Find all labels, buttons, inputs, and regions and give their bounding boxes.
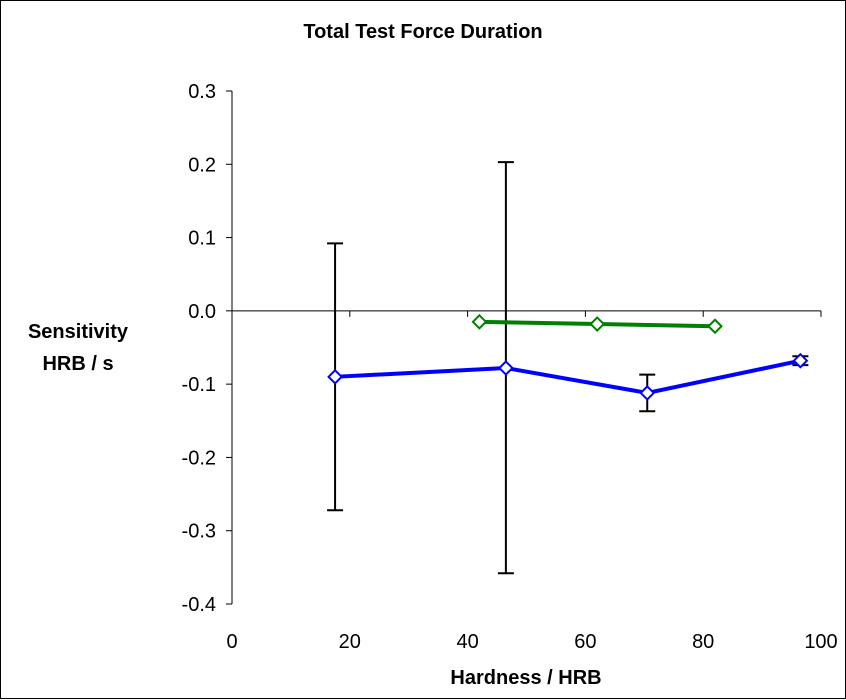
y-axis-title-line-1: Sensitivity: [28, 321, 129, 343]
axes: 0.3 0.2 0.1 0.0 -0.1 -0.2 -0.3 -0.4 0 20 40 60 80 100: [182, 81, 838, 653]
series-1-point: [327, 368, 343, 385]
y-tick-label: 0.2: [188, 154, 216, 176]
x-axis-title: Hardness / HRB: [450, 667, 601, 689]
chart-title: Total Test Force Duration: [303, 21, 542, 43]
series-1-point: [497, 360, 514, 376]
series-lines: [334, 319, 801, 395]
y-tick-label: -0.1: [182, 374, 216, 396]
series-2-point: [589, 316, 606, 332]
error-bars: [327, 161, 809, 575]
series-markers: [327, 313, 809, 401]
y-axis-title-line-2: HRB / s: [42, 353, 113, 375]
x-tick-label: 0: [226, 631, 237, 653]
x-tick-label: 100: [804, 631, 837, 653]
series-1-point: [792, 352, 809, 369]
y-tick-label: 0.3: [188, 81, 216, 103]
y-tick-label: -0.4: [182, 594, 216, 616]
x-tick-label: 20: [339, 631, 361, 653]
x-tick-label: 40: [456, 631, 478, 653]
y-tick-label: -0.3: [182, 521, 216, 543]
y-tick-label: 0.1: [188, 228, 216, 250]
series-2-point: [471, 313, 488, 330]
series-1-point: [639, 385, 656, 401]
series-2-point: [707, 318, 723, 335]
x-tick-label: 60: [574, 631, 596, 653]
y-tick-label: 0.0: [188, 301, 216, 323]
x-tick-label: 80: [692, 631, 714, 653]
series-1-line: [334, 358, 801, 395]
y-tick-label: -0.2: [182, 447, 216, 469]
